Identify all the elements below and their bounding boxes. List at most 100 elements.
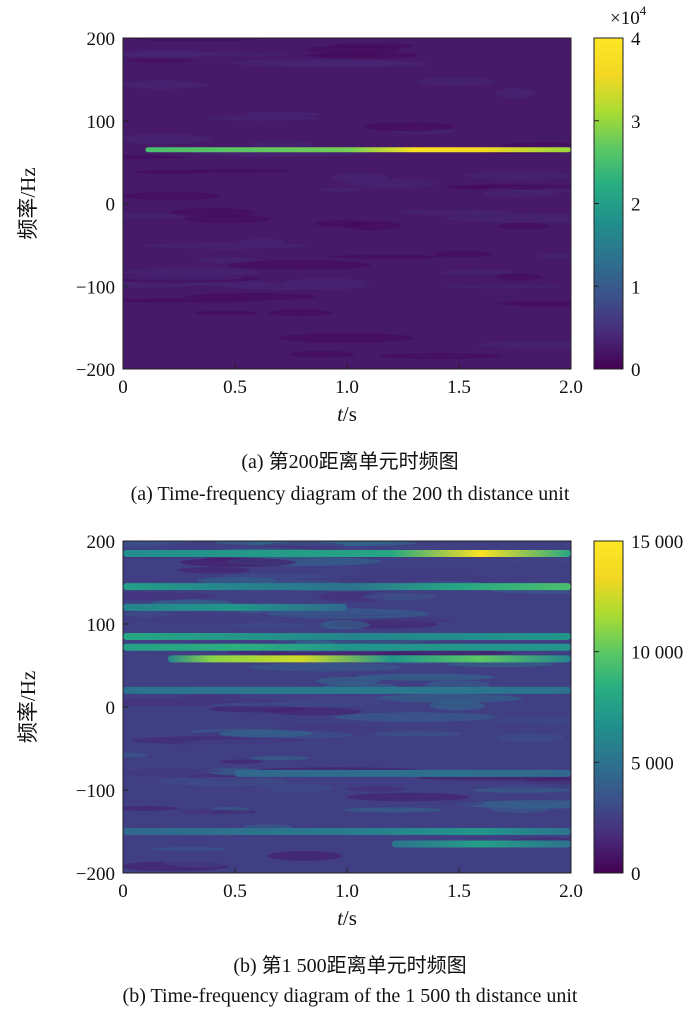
signal-component: [123, 603, 347, 611]
texture-streak: [232, 59, 409, 67]
texture-streak: [123, 49, 213, 58]
texture-streak: [437, 269, 517, 275]
texture-streak: [465, 171, 571, 180]
y-tick-label: 200: [87, 532, 116, 553]
texture-streak: [218, 729, 313, 738]
colorbar-tick-label: 2: [631, 195, 641, 216]
x-axis-var-b: t: [337, 906, 344, 930]
texture-streak: [248, 662, 403, 672]
caption-b-en: (b) Time-frequency diagram of the 1 500 …: [123, 985, 578, 1007]
texture-streak: [194, 310, 258, 316]
texture-streak: [241, 111, 324, 117]
y-tick-label: −100: [76, 277, 115, 298]
texture-streak: [482, 190, 556, 198]
caption-a-cn: (a) 第200距离单元时频图: [241, 450, 458, 473]
texture-streak: [184, 293, 317, 301]
texture-streak: [279, 333, 414, 343]
texture-streak: [123, 806, 179, 811]
texture-streak: [372, 731, 462, 737]
texture-streak: [288, 350, 356, 358]
texture-streak: [232, 622, 304, 628]
plot-a-ticks: 0 0.5 1.0 1.5 2.0 200 100 0 −100 −200: [76, 29, 583, 398]
texture-streak: [123, 191, 221, 201]
texture-streak: [133, 38, 261, 42]
texture-streak: [123, 154, 188, 160]
texture-streak: [433, 250, 493, 258]
texture-streak: [343, 221, 401, 231]
colorbar-tick-label: 5 000: [631, 753, 674, 774]
colorbar-b-ticks: 15 000 10 000 5 000 0: [594, 532, 683, 885]
texture-streak: [497, 222, 550, 230]
texture-streak: [438, 800, 485, 807]
texture-streak: [343, 807, 443, 813]
texture-streak: [320, 620, 370, 630]
y-tick-label: 0: [106, 195, 116, 216]
y-axis-label-b: 频率/Hz: [16, 671, 40, 743]
texture-streak: [158, 776, 286, 786]
x-tick-label: 2.0: [559, 377, 583, 398]
texture-streak: [123, 768, 240, 777]
texture-streak: [333, 712, 496, 722]
y-tick-label: −200: [76, 360, 115, 381]
signal-component: [145, 147, 571, 153]
texture-streak: [267, 707, 362, 716]
signal-component: [235, 769, 571, 777]
texture-streak: [356, 673, 496, 681]
texture-streak: [316, 676, 380, 685]
x-tick-label: 1.5: [447, 377, 471, 398]
plot-a-marks: [123, 38, 571, 360]
texture-streak: [364, 122, 455, 132]
y-tick-label: 0: [106, 698, 116, 719]
texture-streak: [278, 724, 379, 733]
texture-streak: [211, 702, 365, 708]
y-tick-label: 200: [87, 29, 116, 50]
texture-streak: [179, 168, 291, 174]
colorbar-a-multiplier: ×104: [610, 3, 647, 29]
texture-streak: [163, 858, 233, 868]
texture-streak: [263, 541, 345, 549]
texture-streak: [123, 80, 209, 90]
texture-streak: [267, 309, 333, 317]
colorbar-tick-label: 0: [631, 864, 641, 885]
texture-streak: [179, 557, 296, 567]
signal-component: [123, 828, 571, 835]
texture-streak: [493, 716, 571, 725]
chart-a: 0 0.5 1.0 1.5 2.0 200 100 0 −100 −200 频率/Hz t/s 4…: [16, 3, 647, 426]
texture-streak: [312, 51, 418, 59]
x-tick-label: 0: [118, 377, 128, 398]
signal-component: [123, 686, 571, 694]
texture-streak: [374, 694, 523, 703]
colorbar-tick-label: 3: [631, 112, 641, 133]
y-tick-label: 100: [87, 615, 116, 636]
texture-streak: [177, 566, 251, 574]
texture-streak: [209, 809, 257, 815]
texture-streak: [123, 134, 213, 144]
texture-streak: [156, 787, 281, 794]
plot-b-ticks: 0 0.5 1.0 1.5 2.0 200 100 0 −100 −200: [76, 532, 583, 902]
signal-component: [167, 655, 571, 663]
x-axis-var-a: t: [337, 402, 344, 426]
x-axis-unit-a: /s: [343, 402, 357, 426]
texture-streak: [346, 792, 471, 802]
y-tick-label: 100: [87, 112, 116, 133]
texture-streak: [306, 45, 401, 54]
texture-streak: [416, 77, 495, 87]
texture-streak: [249, 140, 313, 149]
texture-streak: [123, 697, 289, 704]
caption-b-cn: (b) 第1 500距离单元时频图: [233, 954, 466, 977]
texture-streak: [123, 267, 262, 277]
texture-streak: [443, 213, 571, 223]
texture-streak: [127, 58, 194, 63]
texture-streak: [377, 353, 504, 360]
texture-streak: [143, 242, 309, 250]
texture-streak: [497, 301, 571, 307]
texture-streak: [219, 759, 263, 764]
x-axis-unit-b: /s: [343, 906, 357, 930]
signal-component: [123, 549, 571, 557]
texture-streak: [123, 591, 216, 601]
signal-component: [123, 643, 571, 651]
texture-streak: [123, 610, 170, 618]
texture-streak: [320, 187, 362, 193]
texture-streak: [472, 787, 571, 793]
signal-component: [123, 632, 571, 640]
